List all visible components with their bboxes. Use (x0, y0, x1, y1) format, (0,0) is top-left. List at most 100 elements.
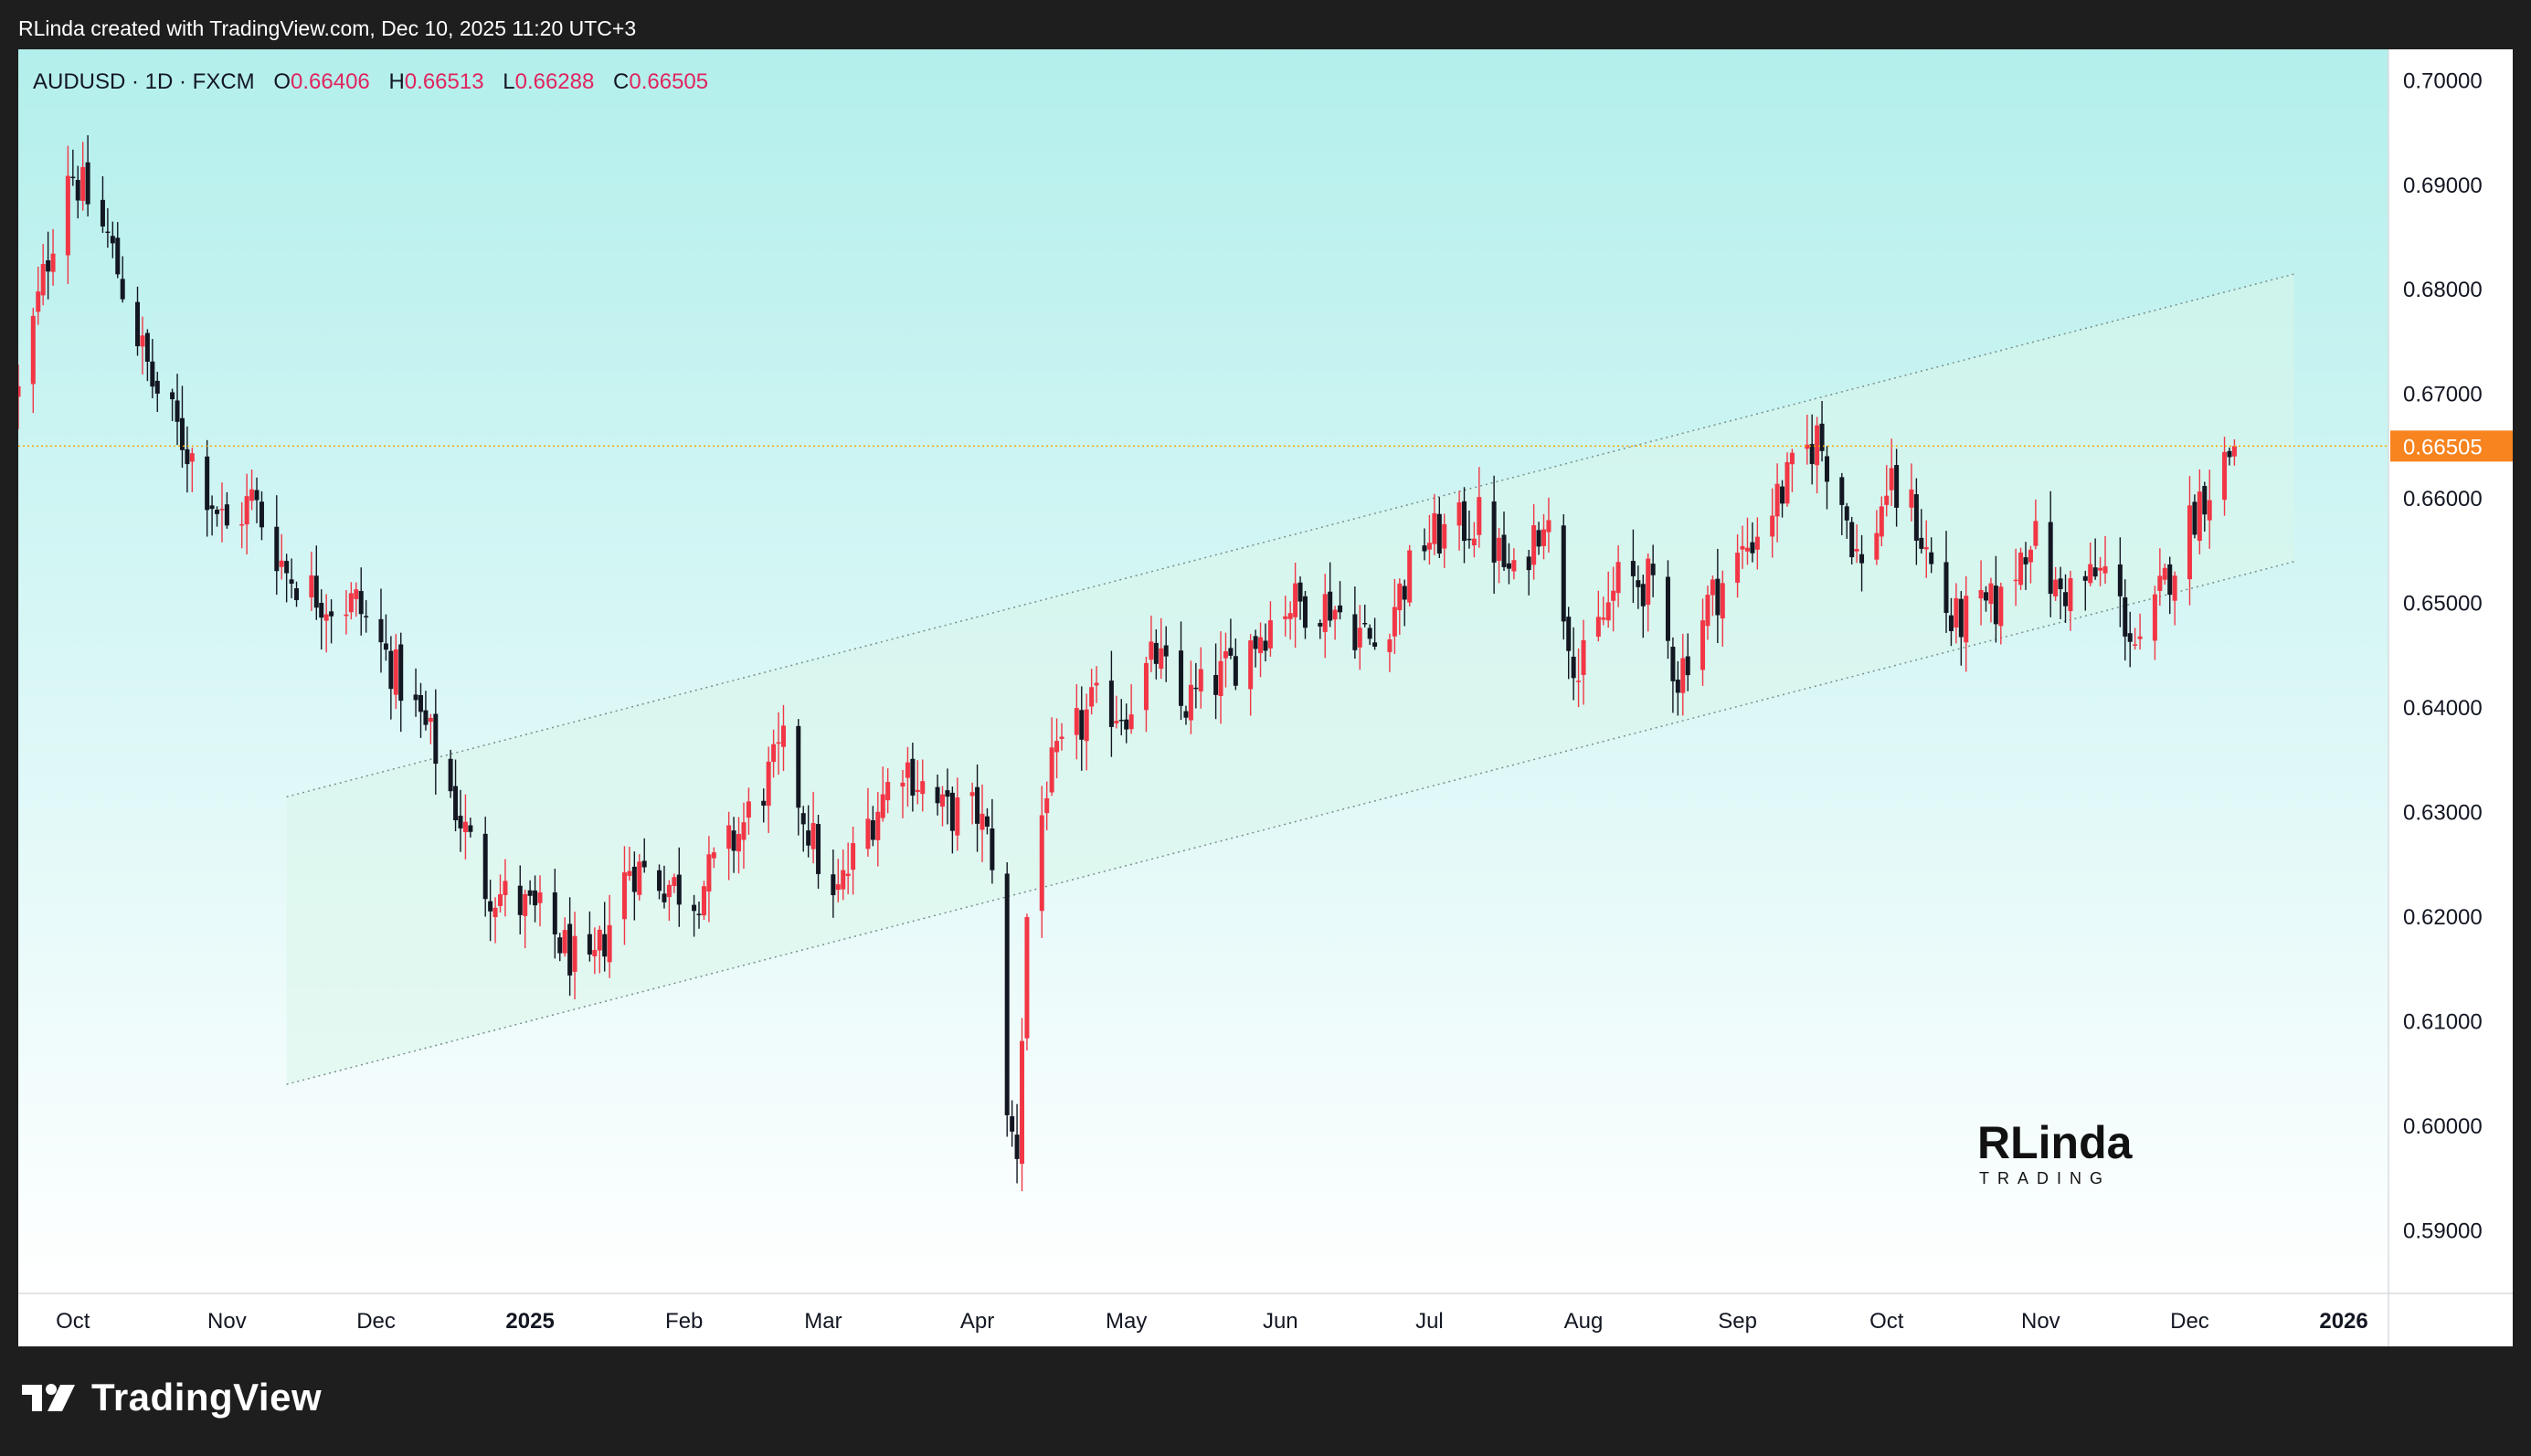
candle-up (1442, 513, 1447, 568)
candle-up (810, 791, 816, 864)
price-axis-background (2388, 49, 2513, 1346)
candle-up (40, 243, 46, 306)
candle-down (46, 231, 51, 300)
candle-up (492, 897, 498, 944)
time-tick-label: Aug (1564, 1309, 1604, 1334)
candle-body (209, 505, 215, 510)
candle-down (1108, 650, 1114, 757)
candle-up (1541, 513, 1547, 560)
time-tick-label: Dec (356, 1309, 396, 1334)
channel-upper-line[interactable] (286, 273, 2294, 798)
candle-up (18, 364, 21, 429)
candle-body (1754, 536, 1760, 550)
candle-down (120, 256, 125, 303)
price-tick-label: 0.69000 (2403, 174, 2483, 198)
candle-down (984, 807, 990, 835)
candle-body (319, 602, 324, 618)
candle-body (1149, 641, 1154, 660)
candle-body (503, 881, 508, 895)
candle-body (418, 694, 423, 712)
candle-body (2028, 549, 2033, 563)
candle-body (30, 315, 36, 385)
candle-down (1193, 662, 1199, 709)
candle-body (488, 901, 493, 912)
candle-body (1432, 512, 1437, 544)
candle-down (552, 869, 557, 959)
candle-down (1894, 448, 1900, 527)
candle-body (696, 913, 702, 915)
candle-body (1685, 656, 1690, 676)
candle-body (1114, 721, 1119, 724)
time-tick-label: Nov (2021, 1309, 2060, 1334)
candle-down (1118, 699, 1124, 736)
candle-body (2197, 491, 2202, 542)
candle-body (2092, 567, 2098, 577)
candle-body (1954, 597, 1959, 628)
candle-body (1491, 501, 1497, 563)
candle-body (215, 509, 220, 514)
candle-down (1809, 414, 1815, 485)
legend-high-value: 0.66513 (404, 69, 484, 94)
candle-up (1815, 417, 1820, 494)
candle-body (949, 792, 955, 831)
candle-up (1874, 510, 1880, 565)
candles (18, 135, 2237, 1192)
candle-up (621, 846, 627, 945)
candle-body (1223, 651, 1228, 659)
candle-up (592, 927, 598, 975)
candle-down (453, 759, 459, 832)
candle-body (870, 820, 875, 840)
candle-up (905, 746, 910, 807)
candle-body (289, 579, 294, 584)
candle-up (1595, 590, 1601, 642)
candle-body (1879, 506, 1884, 537)
candle-up (2018, 547, 2024, 590)
chart-canvas[interactable]: 0.66505 0.70000 0.69000 0.68000 0.67000 0.66… (18, 49, 2513, 1346)
candle-body (1322, 594, 1328, 632)
candle-down (1302, 590, 1308, 639)
candle-down (2167, 556, 2173, 615)
candle-body (2172, 575, 2177, 601)
candle-up (969, 782, 975, 825)
candle-up (1287, 601, 1293, 640)
candle-body (935, 786, 940, 804)
candle-body (1258, 637, 1264, 654)
candle-up (1770, 488, 1775, 558)
candle-up (736, 817, 742, 874)
candle-down (209, 495, 215, 536)
candle-down (1010, 1100, 1015, 1147)
candle-up (2207, 470, 2212, 549)
candle-down (761, 788, 767, 823)
candle-up (239, 501, 245, 549)
candle-body (1302, 596, 1308, 628)
candle-body (1338, 605, 1343, 613)
candle-up (1511, 548, 1517, 580)
price-axis[interactable]: 0.70000 0.69000 0.68000 0.67000 0.66000 0.650… (2403, 69, 2483, 1243)
candle-body (80, 166, 86, 201)
candle-up (1978, 560, 1984, 626)
time-axis[interactable]: Oct Nov Dec 2025 Feb Mar Apr May Jun Jul Aug Sep Oct… (56, 1309, 2368, 1334)
candle-body (1546, 520, 1551, 533)
candle-body (498, 894, 503, 906)
candle-body (920, 781, 926, 795)
candle-body (1849, 522, 1855, 558)
candle-down (2023, 542, 2028, 590)
candle-down (1536, 522, 1541, 555)
candle-down (1675, 660, 1680, 716)
candle-body (657, 870, 662, 892)
price-tick-label: 0.62000 (2403, 905, 2483, 930)
candle-up (1332, 606, 1338, 640)
tradingview-logo[interactable]: TradingView (20, 1376, 322, 1419)
tradingview-logo-icon (22, 1384, 75, 1411)
channel-lower-line[interactable] (286, 561, 2294, 1085)
price-tick-label: 0.67000 (2403, 383, 2483, 407)
candle-body (1024, 916, 1030, 1039)
candle-up (875, 791, 881, 867)
candle-body (1774, 483, 1780, 517)
candle-body (1715, 578, 1721, 616)
chart-area[interactable]: 0.66505 0.70000 0.69000 0.68000 0.67000 0.66… (18, 49, 2513, 1346)
candle-body (1675, 680, 1680, 693)
candle-up (2053, 566, 2059, 601)
candle-body (771, 744, 777, 763)
candle-body (980, 813, 985, 830)
